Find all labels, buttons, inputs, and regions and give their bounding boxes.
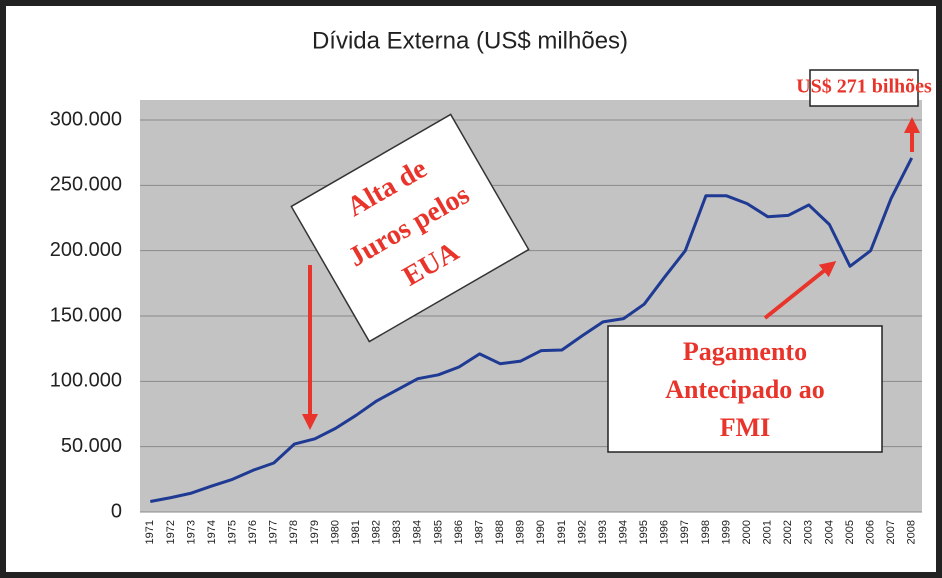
x-tick-label: 2005 xyxy=(844,520,856,544)
annotation-line: FMI xyxy=(720,413,771,442)
annotation-frame xyxy=(290,113,530,343)
annotation-line: US$ 271 bilhões xyxy=(796,76,932,98)
x-tick-label: 1981 xyxy=(350,520,362,544)
y-tick-label: 0 xyxy=(111,500,122,522)
plot xyxy=(150,157,914,503)
x-tick-label: 2008 xyxy=(906,520,918,544)
x-tick-label: 1993 xyxy=(597,520,609,544)
x-tick-label: 1995 xyxy=(638,520,650,544)
x-tick-label: 1971 xyxy=(144,520,156,544)
x-tick-label: 2000 xyxy=(741,520,753,544)
x-tick-label: 2001 xyxy=(762,520,774,544)
x-tick-label: 1998 xyxy=(700,520,712,544)
y-tick-label: 300.000 xyxy=(50,108,122,130)
x-tick-label: 1999 xyxy=(720,520,732,544)
x-tick-label: 1997 xyxy=(679,520,691,544)
x-tick-label: 1989 xyxy=(515,520,527,544)
x-tick-label: 2004 xyxy=(823,520,835,544)
data-line xyxy=(150,157,914,503)
annotation-line: Pagamento xyxy=(683,337,807,366)
x-tick-label: 1983 xyxy=(391,520,403,544)
x-tick-label: 1980 xyxy=(329,520,341,544)
annotation-frame xyxy=(607,325,883,453)
y-tick-label: 250.000 xyxy=(50,174,122,196)
x-tick-label: 1978 xyxy=(288,520,300,544)
x-tick-label: 1988 xyxy=(494,520,506,544)
y-tick-label: 200.000 xyxy=(50,239,122,261)
x-tick-label: 1972 xyxy=(165,520,177,544)
x-tick-label: 1974 xyxy=(206,520,218,544)
x-tick-label: 1992 xyxy=(576,520,588,544)
x-tick-label: 2007 xyxy=(885,520,897,544)
x-tick-label: 1985 xyxy=(432,520,444,544)
x-tick-label: 2006 xyxy=(864,520,876,544)
y-tick-label: 50.000 xyxy=(61,435,122,457)
x-tick-label: 1996 xyxy=(659,520,671,544)
y-tick-label: 150.000 xyxy=(50,304,122,326)
annotation-frame xyxy=(809,69,919,107)
x-tick-label: 1984 xyxy=(412,520,424,544)
x-tick-label: 1975 xyxy=(227,520,239,544)
x-tick-label: 1990 xyxy=(535,520,547,544)
x-tick-label: 1987 xyxy=(473,520,485,544)
y-tick-label: 100.000 xyxy=(50,370,122,392)
x-tick-label: 2003 xyxy=(803,520,815,544)
x-tick-label: 1976 xyxy=(247,520,259,544)
annotation-line: Antecipado ao xyxy=(665,375,825,404)
x-tick-label: 1986 xyxy=(453,520,465,544)
x-tick-label: 1979 xyxy=(309,520,321,544)
x-tick-label: 1991 xyxy=(556,520,568,544)
x-tick-label: 1973 xyxy=(185,520,197,544)
annotation-text: US$ 271 bilhões xyxy=(796,76,932,98)
x-tick-label: 1977 xyxy=(268,520,280,544)
chart-title: Dívida Externa (US$ milhões) xyxy=(312,27,628,54)
annotation-text: Pagamento Antecipado ao FMI xyxy=(665,337,825,442)
x-tick-label: 1994 xyxy=(618,520,630,544)
arrow xyxy=(763,261,837,320)
x-tick-label: 2002 xyxy=(782,520,794,544)
x-tick-label: 1982 xyxy=(371,520,383,544)
